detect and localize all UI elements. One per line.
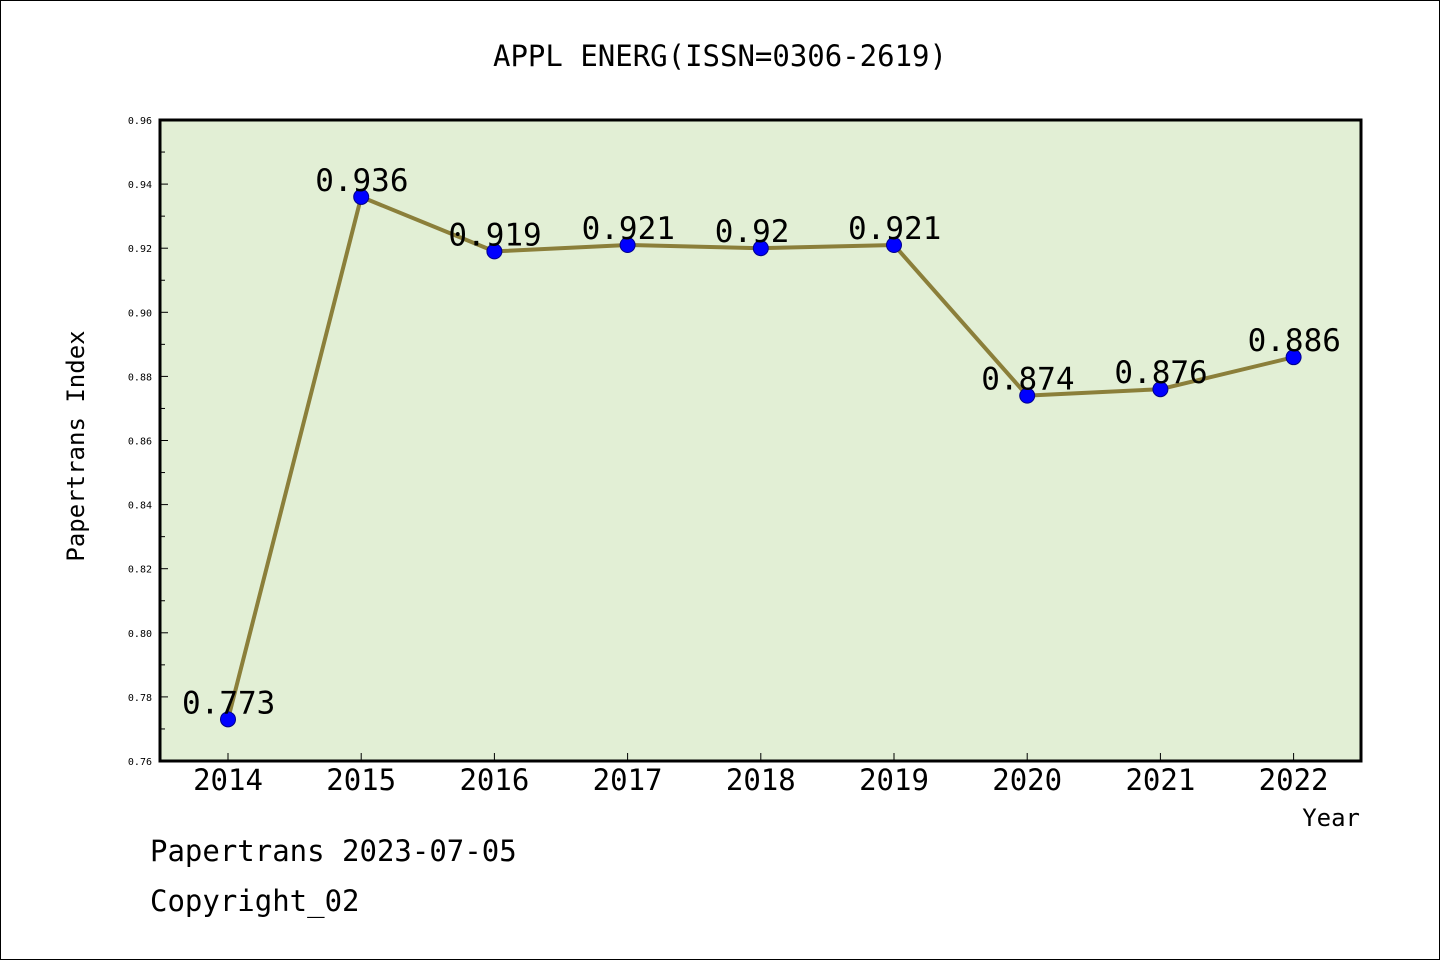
footer-date-stamp: Papertrans 2023-07-05 bbox=[150, 834, 517, 868]
data-point-marker bbox=[353, 188, 370, 205]
data-point-marker bbox=[220, 711, 236, 728]
x-tick-label: 2015 bbox=[326, 763, 396, 797]
y-tick-label: 0.94 bbox=[128, 180, 152, 191]
y-tick-label: 0.86 bbox=[128, 437, 152, 448]
x-tick-label: 2014 bbox=[193, 763, 263, 797]
data-label: 0.773 bbox=[182, 685, 275, 721]
x-tick-label: 2019 bbox=[859, 763, 929, 797]
data-point-marker bbox=[752, 240, 769, 257]
plot-border bbox=[158, 118, 1363, 763]
data-label: 0.919 bbox=[448, 217, 541, 253]
y-tick-label: 0.84 bbox=[128, 501, 152, 512]
plot-background bbox=[160, 120, 1361, 761]
data-point-marker bbox=[1019, 387, 1036, 404]
y-tick-label: 0.90 bbox=[128, 308, 152, 319]
data-label: 0.92 bbox=[715, 214, 790, 250]
data-point-marker bbox=[486, 243, 503, 260]
data-label: 0.886 bbox=[1248, 323, 1341, 359]
x-axis-label: Year bbox=[1302, 804, 1360, 832]
x-tick-label: 2021 bbox=[1125, 763, 1195, 797]
x-tick-label: 2018 bbox=[726, 763, 796, 797]
x-tick-label: 2017 bbox=[593, 763, 663, 797]
y-axis-label: Papertrans Index bbox=[62, 330, 90, 561]
y-tick-label: 0.76 bbox=[128, 757, 152, 768]
chart-title: APPL ENERG(ISSN=0306-2619) bbox=[493, 39, 947, 73]
data-point-marker bbox=[1152, 381, 1169, 398]
data-label: 0.874 bbox=[981, 362, 1074, 398]
plot-area: 0.76 0.78 0.80 0.82 0.84 0.86 0.88 0.90 0.92 0.94… bbox=[128, 116, 1363, 797]
data-point-marker bbox=[1285, 349, 1302, 366]
data-label: 0.921 bbox=[848, 211, 941, 247]
y-tick-label: 0.78 bbox=[128, 693, 152, 704]
data-point-marker bbox=[619, 236, 636, 253]
data-label: 0.936 bbox=[315, 163, 408, 199]
data-point-marker bbox=[886, 236, 902, 253]
data-label: 0.876 bbox=[1114, 355, 1207, 391]
y-tick-label: 0.92 bbox=[128, 244, 152, 255]
y-tick-label: 0.80 bbox=[128, 629, 152, 640]
footer-copyright: Copyright_02 bbox=[150, 884, 360, 918]
x-tick-label: 2020 bbox=[992, 763, 1062, 797]
data-label: 0.921 bbox=[582, 211, 675, 247]
y-tick-label: 0.82 bbox=[128, 565, 152, 576]
x-tick-label: 2022 bbox=[1259, 763, 1329, 797]
y-tick-label: 0.96 bbox=[128, 116, 152, 127]
x-tick-label: 2016 bbox=[459, 763, 529, 797]
y-tick-label: 0.88 bbox=[128, 372, 152, 383]
